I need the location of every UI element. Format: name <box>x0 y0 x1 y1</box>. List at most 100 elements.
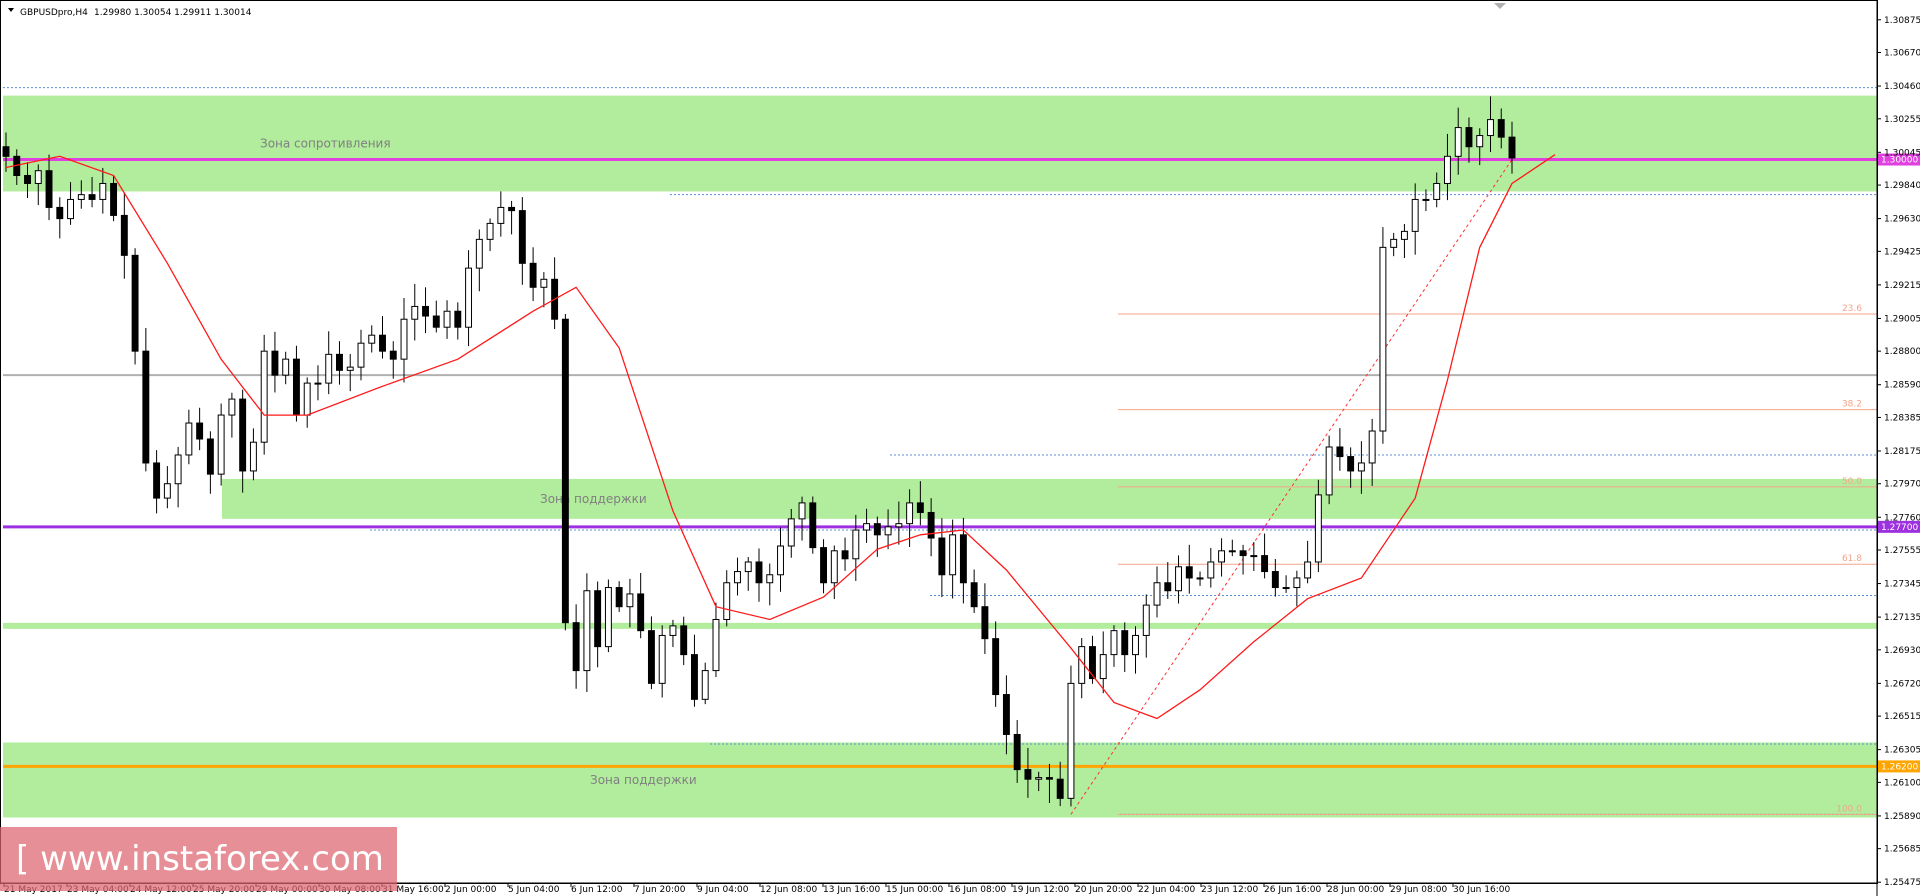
symbol-label: GBPUSDpro,H4 <box>20 8 88 18</box>
candle-body-31 <box>336 353 343 371</box>
candle-body-101 <box>1089 646 1096 680</box>
candle-body-26 <box>282 358 290 376</box>
price-tick-label-3: 1.30255 <box>1884 115 1920 125</box>
candle-body-41 <box>443 310 451 328</box>
candle-body-4 <box>45 170 53 208</box>
candle-body-61 <box>658 634 666 684</box>
candle-body-130 <box>1400 230 1408 240</box>
candle-body-8 <box>88 194 96 200</box>
price-tick-label-21: 1.26515 <box>1884 712 1920 722</box>
price-tick-label-5: 1.29840 <box>1884 181 1920 191</box>
candle-body-92 <box>992 638 1000 696</box>
zone-band-1 <box>3 95 1877 192</box>
candle-body-33 <box>357 342 365 368</box>
candle-body-119 <box>1282 587 1290 590</box>
candle-body-5 <box>56 206 64 220</box>
zones-layer: Зона сопротивления Зона поддержки Зона под… <box>3 95 1877 818</box>
price-tick-label-14: 1.27970 <box>1884 480 1920 490</box>
candle-body-78 <box>841 550 849 560</box>
candle-body-85 <box>916 502 924 513</box>
candle-body-71 <box>766 574 774 584</box>
candle-body-35 <box>379 334 386 352</box>
fib-label-3: 50.0 <box>1842 477 1862 487</box>
candle-body-6 <box>67 198 75 220</box>
fib-label-1: 23.6 <box>1842 304 1862 314</box>
candle-body-23 <box>249 441 257 472</box>
candle-body-21 <box>228 398 236 416</box>
plot-frame <box>0 0 1878 884</box>
candle-body-17 <box>185 422 193 456</box>
candle-body-44 <box>475 238 483 269</box>
candle-body-43 <box>465 267 473 328</box>
candle-body-109 <box>1175 566 1182 592</box>
candle-body-64 <box>690 654 698 700</box>
time-tick-label-16: 19 Jun 12:00 <box>1012 885 1069 895</box>
candle-body-53 <box>572 622 580 672</box>
candle-body-3 <box>34 170 42 184</box>
candle-body-140 <box>1508 136 1516 159</box>
candle-body-7 <box>77 194 85 200</box>
candle-body-14 <box>153 462 161 499</box>
price-tick-label-8: 1.29215 <box>1884 281 1920 291</box>
candle-body-111 <box>1196 577 1204 580</box>
candle-body-124 <box>1336 446 1344 458</box>
candle-body-0 <box>2 146 10 157</box>
candle-body-75 <box>809 502 817 549</box>
candle-body-102 <box>1099 654 1107 680</box>
time-tick-label-7: 2 Jun 00:00 <box>445 885 497 895</box>
dropdown-triangle-icon[interactable] <box>8 8 14 12</box>
candle-body-136 <box>1465 127 1473 148</box>
time-tick-label-21: 28 Jun 00:00 <box>1327 885 1384 895</box>
candle-body-77 <box>830 550 838 584</box>
candle-body-50 <box>540 278 548 288</box>
candle-body-114 <box>1228 550 1236 553</box>
price-tick-label-9: 1.29005 <box>1884 314 1920 324</box>
price-tick-label-4: 1.30045 <box>1884 148 1920 158</box>
fibonacci-layer: 23.6 38.2 50.0 61.8 100.0 <box>1070 159 1877 815</box>
candle-body-98 <box>1056 778 1064 799</box>
candle-body-70 <box>755 561 763 584</box>
time-tick-label-10: 7 Jun 20:00 <box>634 885 686 895</box>
price-badge-text-3: 1.26200 <box>1881 762 1918 772</box>
price-tick-label-25: 1.25685 <box>1884 845 1920 855</box>
candle-body-104 <box>1121 630 1129 656</box>
price-tick-label-15: 1.27760 <box>1884 513 1920 523</box>
zone-label-3: Зона поддержки <box>590 773 697 787</box>
candle-body-81 <box>873 523 881 536</box>
fib-label-4: 61.8 <box>1842 554 1862 564</box>
candle-body-65 <box>701 670 709 700</box>
zone-label-1: Зона сопротивления <box>260 137 391 151</box>
candle-body-131 <box>1411 198 1419 232</box>
candle-body-93 <box>1002 694 1010 735</box>
candle-body-10 <box>110 182 118 216</box>
time-tick-label-18: 22 Jun 04:00 <box>1138 885 1195 895</box>
watermark: [ www.instaforex.com ] <box>0 827 397 891</box>
candle-body-103 <box>1110 630 1118 656</box>
candle-body-125 <box>1347 456 1355 472</box>
candle-body-54 <box>583 590 591 672</box>
candle-body-86 <box>927 511 935 539</box>
candle-body-66 <box>712 618 720 672</box>
candle-body-28 <box>303 382 311 416</box>
price-badge-3 <box>1878 760 1920 773</box>
time-tick-label-20: 26 Jun 16:00 <box>1264 885 1321 895</box>
candle-body-113 <box>1218 550 1226 563</box>
price-tick-label-23: 1.26100 <box>1884 778 1920 788</box>
candle-body-24 <box>260 350 268 443</box>
time-tick-label-12: 12 Jun 08:00 <box>760 885 817 895</box>
time-tick-label-6: 31 May 16:00 <box>382 885 444 895</box>
moving-average-layer <box>5 154 1556 720</box>
candle-body-107 <box>1153 582 1161 606</box>
candle-body-52 <box>561 318 569 624</box>
candle-body-122 <box>1314 494 1322 563</box>
candle-body-45 <box>486 222 494 240</box>
price-tick-label-18: 1.27135 <box>1884 613 1920 623</box>
candle-body-123 <box>1325 446 1333 496</box>
candle-body-40 <box>432 315 440 328</box>
price-tick-label-20: 1.26720 <box>1884 679 1920 689</box>
candle-body-67 <box>723 582 731 620</box>
candle-body-80 <box>863 523 871 531</box>
time-tick-label-19: 23 Jun 12:00 <box>1201 885 1258 895</box>
time-tick-label-9: 6 Jun 12:00 <box>571 885 623 895</box>
